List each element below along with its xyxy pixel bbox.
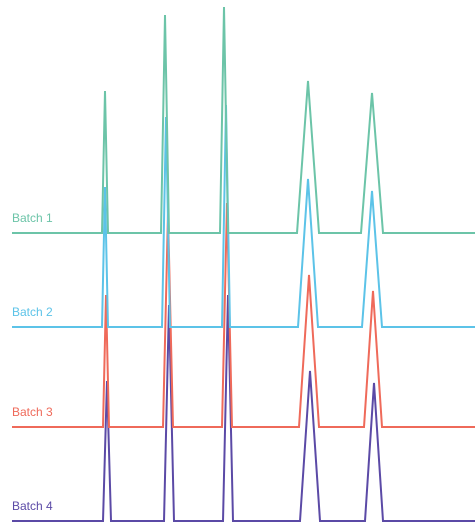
series-label-batch-2: Batch 2 [12, 305, 53, 319]
series-label-batch-4: Batch 4 [12, 499, 53, 513]
series-line-batch-2 [12, 104, 475, 328]
series-line-batch-4 [12, 294, 475, 522]
series-line-batch-1 [12, 6, 475, 234]
series-label-batch-1: Batch 1 [12, 211, 53, 225]
series-line-batch-3 [12, 202, 475, 428]
series-label-batch-3: Batch 3 [12, 405, 53, 419]
